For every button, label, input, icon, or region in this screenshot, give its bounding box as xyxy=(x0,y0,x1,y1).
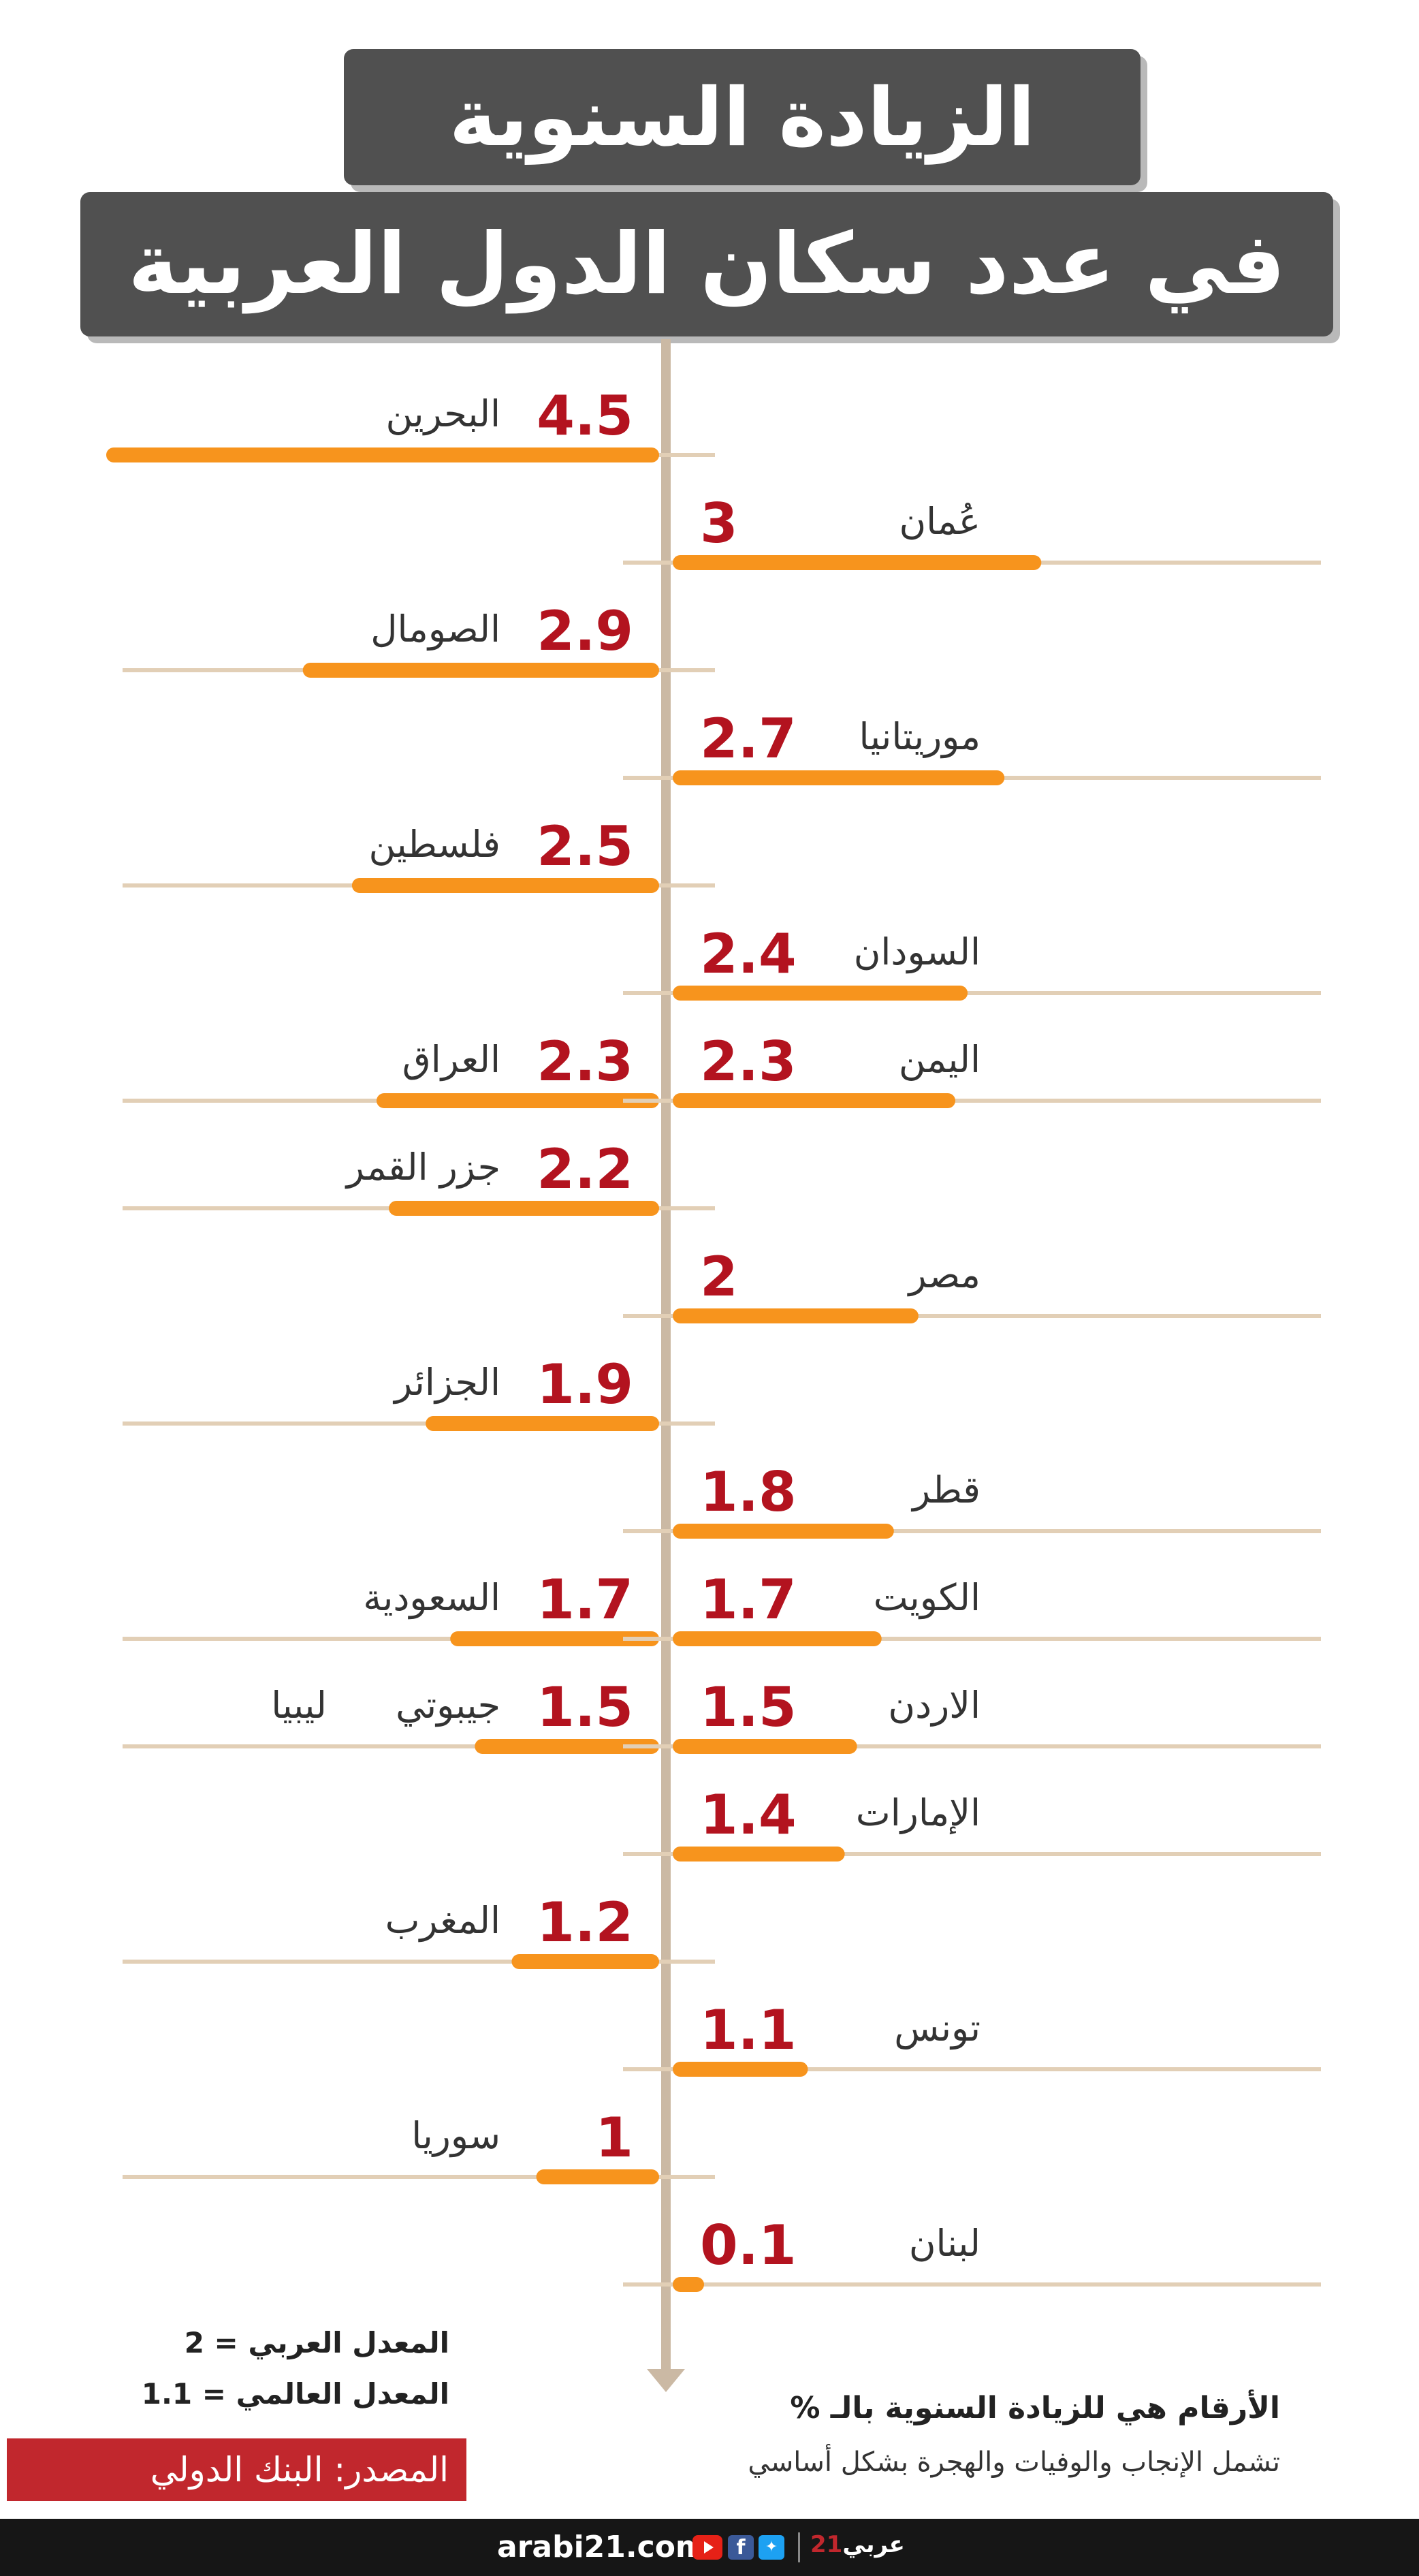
right-bar xyxy=(673,1524,894,1539)
right-value-label: 1.4 xyxy=(700,1783,797,1847)
right-bar xyxy=(673,770,1005,785)
left-bar xyxy=(351,878,659,893)
left-value-label: 1 xyxy=(595,2106,633,2169)
left-country-label: المغرب xyxy=(385,1899,500,1942)
left-country-label: الجزائر xyxy=(392,1361,500,1404)
right-value-label: 2 xyxy=(700,1245,738,1308)
right-value-label: 1.7 xyxy=(700,1568,797,1631)
left-country-label: السعودية xyxy=(363,1576,500,1619)
right-value-label: 1.5 xyxy=(700,1676,797,1739)
left-bar xyxy=(450,1631,659,1646)
left-bar xyxy=(536,2169,659,2184)
arab-average-note: المعدل العربي = 2 xyxy=(184,2326,449,2359)
left-value-label: 2.3 xyxy=(537,1030,633,1093)
right-country-label: الإمارات xyxy=(856,1791,980,1834)
right-country-label: لبنان xyxy=(909,2222,980,2265)
right-bar xyxy=(673,1631,882,1646)
title-line-1: الزيادة السنوية xyxy=(344,49,1141,185)
right-country-label: السودان xyxy=(854,930,980,973)
right-country-label: الكويت xyxy=(874,1576,980,1619)
left-bar xyxy=(511,1954,659,1969)
left-value-label: 1.9 xyxy=(537,1353,633,1416)
left-bar xyxy=(302,663,659,678)
axis-arrow xyxy=(647,2369,685,2392)
right-value-label: 3 xyxy=(700,492,738,555)
right-bar xyxy=(673,1847,845,1862)
twitter-icon[interactable]: ✦ xyxy=(759,2535,784,2560)
left-value-label: 4.5 xyxy=(537,384,633,447)
left-extra-country-label: ليبيا xyxy=(271,1684,327,1727)
right-value-label: 0.1 xyxy=(700,2214,797,2277)
left-country-label: جيبوتي xyxy=(396,1684,500,1727)
right-country-label: قطر xyxy=(910,1468,980,1511)
left-country-label: فلسطين xyxy=(368,823,500,866)
brand-logo: عربي21 xyxy=(810,2531,905,2558)
right-country-label: عُمان xyxy=(899,500,980,543)
scope-note: تشمل الإنجاب والوفيات والهجرة بشكل أساسي xyxy=(748,2447,1280,2478)
right-country-label: اليمن xyxy=(899,1038,980,1081)
world-average-note: المعدل العالمي = 1.1 xyxy=(141,2377,449,2410)
left-country-label: سوريا xyxy=(411,2114,500,2157)
left-value-label: 1.7 xyxy=(537,1568,633,1631)
left-bar xyxy=(389,1201,659,1216)
left-bar xyxy=(426,1416,659,1431)
brand-logo-text: عربي xyxy=(842,2531,905,2558)
left-bar xyxy=(475,1739,659,1754)
right-country-label: موريتانيا xyxy=(859,715,980,758)
right-value-label: 1.1 xyxy=(700,1998,797,2062)
left-bar xyxy=(376,1093,659,1108)
facebook-icon[interactable]: f xyxy=(728,2535,754,2560)
left-value-label: 1.5 xyxy=(537,1676,633,1739)
unit-note: الأرقام هي للزيادة السنوية بالـ % xyxy=(790,2391,1280,2425)
right-bar xyxy=(673,555,1042,570)
right-bar xyxy=(673,1093,956,1108)
right-bar xyxy=(673,1308,919,1323)
left-country-label: العراق xyxy=(402,1038,500,1081)
site-link[interactable]: arabi21.com xyxy=(497,2530,707,2564)
right-country-label: الاردن xyxy=(888,1684,980,1727)
brand-logo-mark: 21 xyxy=(810,2531,843,2558)
right-bar xyxy=(673,2062,808,2077)
right-bar xyxy=(673,2277,704,2292)
left-bar xyxy=(106,447,659,462)
right-value-label: 2.7 xyxy=(700,707,797,770)
population-growth-chart: 4.5 البحرين 2.9 الصومال 2.5 فلسطين 2.3 العراق 2.… xyxy=(106,339,1321,2392)
right-value-label: 2.3 xyxy=(700,1030,797,1093)
left-value-label: 2.5 xyxy=(537,815,633,878)
source-label: المصدر: البنك الدولي xyxy=(7,2438,466,2501)
youtube-icon[interactable] xyxy=(692,2535,722,2560)
right-country-label: تونس xyxy=(894,2007,980,2049)
right-bar xyxy=(673,1739,857,1754)
right-value-label: 1.8 xyxy=(700,1460,797,1524)
left-value-label: 1.2 xyxy=(537,1891,633,1954)
left-country-label: البحرين xyxy=(385,392,500,435)
title-line-2: في عدد سكان الدول العربية xyxy=(80,192,1333,336)
right-country-label: مصر xyxy=(906,1253,980,1296)
footer-divider xyxy=(798,2532,800,2562)
right-bar xyxy=(673,986,968,1001)
footer-bar: arabi21.com f ✦ عربي21 xyxy=(0,2519,1419,2576)
right-value-label: 2.4 xyxy=(700,922,797,986)
left-country-label: جزر القمر xyxy=(345,1146,500,1189)
left-value-label: 2.9 xyxy=(537,599,633,663)
left-value-label: 2.2 xyxy=(537,1137,633,1201)
left-country-label: الصومال xyxy=(370,608,500,650)
